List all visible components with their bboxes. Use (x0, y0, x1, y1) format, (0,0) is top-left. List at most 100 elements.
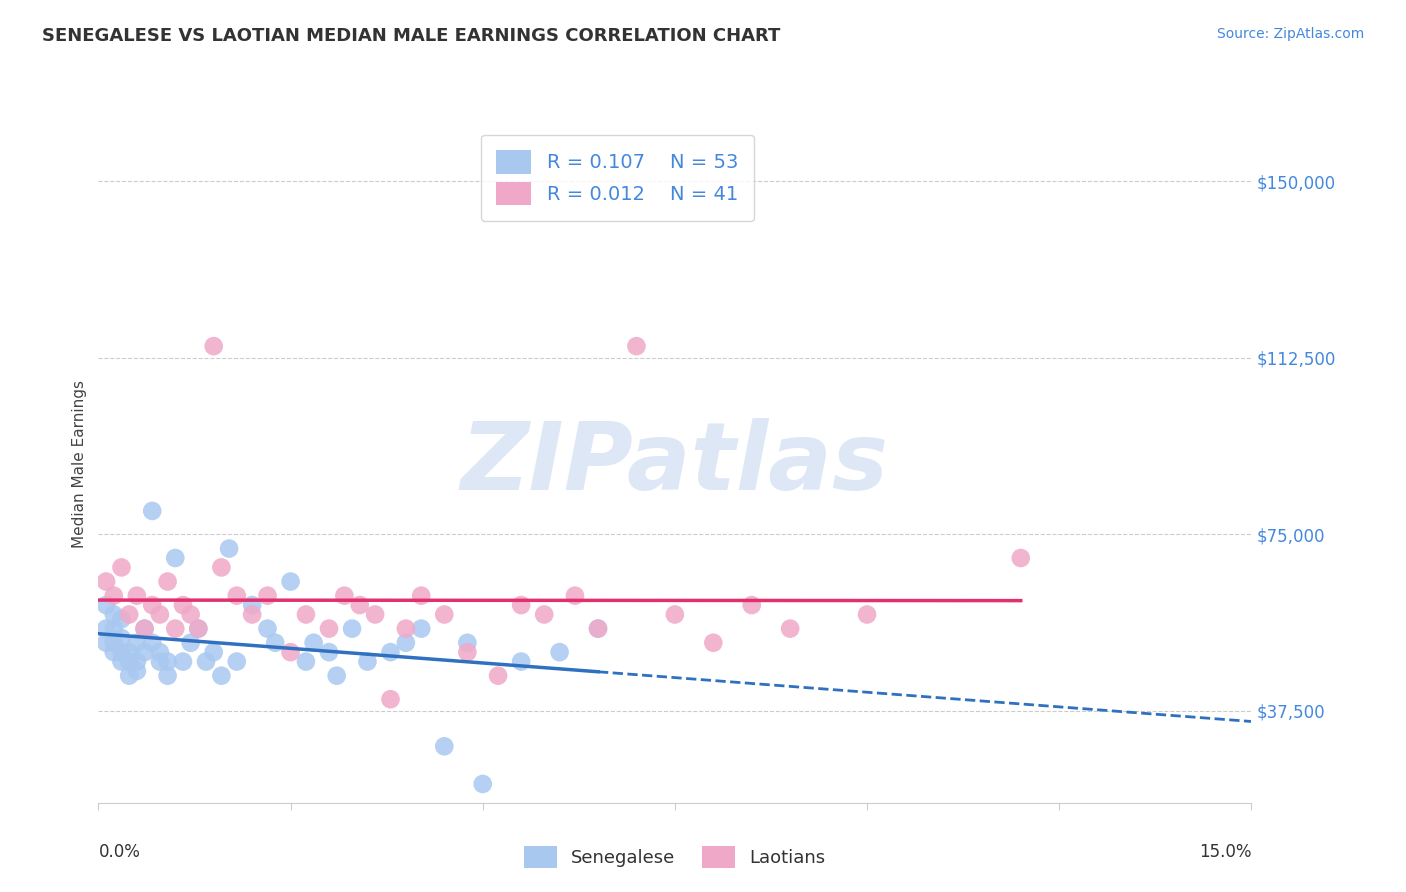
Point (411, 589, 433, 603)
Point (225, 589, 247, 603)
Y-axis label: Median Male Earnings: Median Male Earnings (72, 380, 87, 548)
Point (741, 598, 763, 612)
Point (156, 655, 179, 669)
Point (471, 777, 494, 791)
Point (134, 645, 156, 659)
Point (256, 622, 278, 636)
Text: 15.0%: 15.0% (1199, 844, 1251, 862)
Point (779, 622, 801, 636)
Point (149, 655, 172, 669)
Point (103, 607, 125, 622)
Point (302, 636, 325, 650)
Point (125, 664, 148, 678)
Point (125, 655, 148, 669)
Point (533, 607, 555, 622)
Point (295, 655, 318, 669)
Point (626, 339, 648, 353)
Point (411, 622, 433, 636)
Point (433, 607, 456, 622)
Point (349, 598, 371, 612)
Point (94, 636, 117, 650)
Point (225, 655, 247, 669)
Point (165, 551, 187, 566)
Point (134, 622, 156, 636)
Point (156, 574, 179, 589)
Point (165, 622, 187, 636)
Point (141, 636, 163, 650)
Point (280, 574, 302, 589)
Point (103, 645, 125, 659)
Point (548, 645, 571, 659)
Point (333, 589, 356, 603)
Point (202, 339, 225, 353)
Text: SENEGALESE VS LAOTIAN MEDIAN MALE EARNINGS CORRELATION CHART: SENEGALESE VS LAOTIAN MEDIAN MALE EARNIN… (42, 27, 780, 45)
Point (256, 589, 278, 603)
Point (187, 622, 209, 636)
Point (856, 607, 879, 622)
Point (103, 589, 125, 603)
Point (94, 574, 117, 589)
Point (118, 669, 141, 683)
Point (340, 622, 363, 636)
Point (110, 655, 132, 669)
Point (702, 636, 724, 650)
Point (456, 636, 478, 650)
Point (118, 655, 141, 669)
Point (510, 598, 533, 612)
Point (240, 598, 263, 612)
Point (218, 541, 240, 556)
Point (586, 622, 609, 636)
Point (156, 669, 179, 683)
Point (510, 655, 533, 669)
Point (141, 504, 163, 518)
Point (456, 645, 478, 659)
Point (433, 739, 456, 754)
Point (172, 655, 194, 669)
Point (94, 598, 117, 612)
Point (180, 636, 202, 650)
Point (486, 669, 509, 683)
Point (103, 622, 125, 636)
Point (280, 645, 302, 659)
Point (586, 622, 609, 636)
Point (318, 645, 340, 659)
Point (202, 645, 225, 659)
Point (395, 622, 418, 636)
Point (187, 622, 209, 636)
Point (149, 607, 172, 622)
Text: Source: ZipAtlas.com: Source: ZipAtlas.com (1216, 27, 1364, 41)
Point (134, 622, 156, 636)
Point (380, 692, 402, 706)
Point (110, 631, 132, 645)
Point (110, 645, 132, 659)
Point (209, 669, 232, 683)
Point (195, 655, 218, 669)
Text: 0.0%: 0.0% (98, 844, 141, 862)
Point (125, 636, 148, 650)
Point (364, 607, 387, 622)
Point (325, 669, 347, 683)
Point (141, 598, 163, 612)
Legend: Senegalese, Laotians: Senegalese, Laotians (517, 838, 832, 875)
Point (564, 589, 586, 603)
Point (118, 607, 141, 622)
Point (380, 645, 402, 659)
Point (180, 607, 202, 622)
Point (356, 655, 378, 669)
Point (172, 598, 194, 612)
Point (395, 636, 418, 650)
Point (264, 636, 287, 650)
Point (1010, 551, 1032, 566)
Point (149, 645, 172, 659)
Point (110, 560, 132, 574)
Point (94, 622, 117, 636)
Text: ZIPatlas: ZIPatlas (461, 417, 889, 510)
Point (103, 636, 125, 650)
Point (209, 560, 232, 574)
Point (118, 645, 141, 659)
Point (295, 607, 318, 622)
Point (664, 607, 686, 622)
Point (240, 607, 263, 622)
Point (318, 622, 340, 636)
Point (125, 589, 148, 603)
